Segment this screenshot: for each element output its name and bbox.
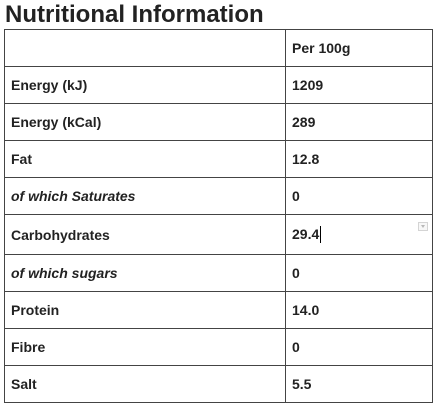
header-value-cell[interactable]: Per 100g	[285, 28, 433, 68]
row-label-cell[interactable]: Energy (kJ)	[4, 66, 286, 105]
table-row: Salt 5.5	[4, 364, 433, 404]
table-row: Energy (kJ) 1209	[4, 66, 433, 105]
table-row: of which sugars 0	[4, 253, 433, 292]
header-label-cell[interactable]	[4, 28, 286, 68]
nutrition-table: Per 100g Energy (kJ) 1209 Energy (kCal) …	[4, 28, 433, 404]
row-value-text: 29.4	[292, 226, 320, 243]
table-row: Protein 14.0	[4, 290, 433, 329]
row-label-cell[interactable]: Fat	[4, 140, 286, 179]
row-label-cell[interactable]: of which sugars	[4, 253, 286, 292]
row-value-cell[interactable]: 1209	[285, 66, 433, 105]
row-label-cell[interactable]: Energy (kCal)	[4, 103, 286, 142]
row-label-cell[interactable]: of which Saturates	[4, 177, 286, 216]
row-value-cell[interactable]: 289	[285, 103, 433, 142]
table-row: Energy (kCal) 289	[4, 103, 433, 142]
row-label-cell[interactable]: Salt	[4, 364, 286, 404]
table-row: of which Saturates 0	[4, 177, 433, 216]
table-header-row: Per 100g	[4, 28, 433, 68]
row-value-cell[interactable]: 0	[285, 253, 433, 292]
active-value-cell[interactable]: 29.4	[285, 214, 433, 255]
row-value-cell[interactable]: 14.0	[285, 290, 433, 329]
row-value-cell[interactable]: 0	[285, 177, 433, 216]
row-value-cell[interactable]: 12.8	[285, 140, 433, 179]
table-row: Fibre 0	[4, 327, 433, 366]
row-label-cell[interactable]: Protein	[4, 290, 286, 329]
text-caret	[320, 226, 322, 244]
chevron-down-icon[interactable]	[418, 222, 428, 232]
table-row-active: Carbohydrates 29.4	[4, 214, 433, 255]
row-value-cell[interactable]: 0	[285, 327, 433, 366]
row-label-cell[interactable]: Fibre	[4, 327, 286, 366]
table-row: Fat 12.8	[4, 140, 433, 179]
row-value-cell[interactable]: 5.5	[285, 364, 433, 404]
row-label-cell[interactable]: Carbohydrates	[4, 214, 286, 255]
page-title: Nutritional Information	[5, 1, 264, 28]
